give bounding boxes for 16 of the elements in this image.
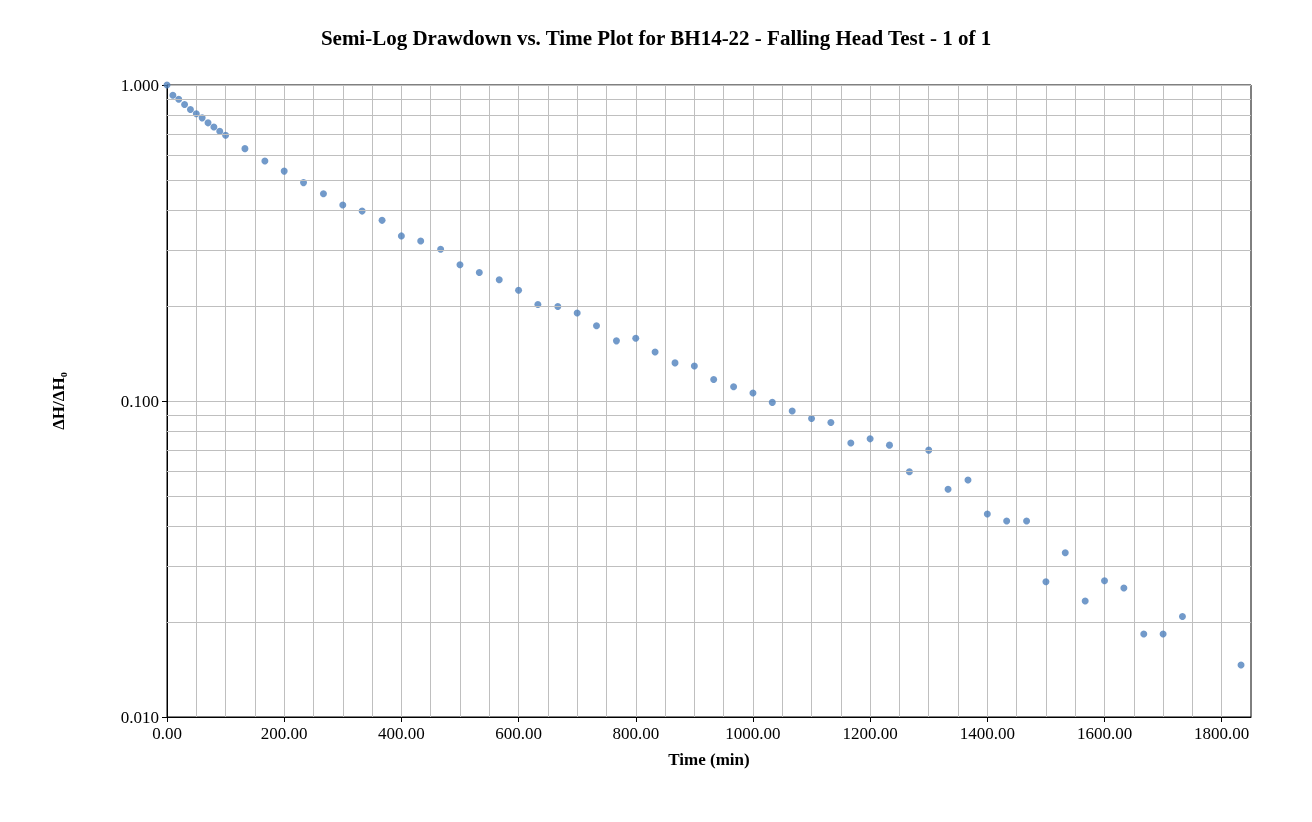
x-tick-label: 1400.00 <box>959 724 1015 743</box>
y-axis-title: ΔH/ΔH₀ <box>49 372 68 430</box>
x-tick-label: 800.00 <box>612 724 660 743</box>
x-tick-label: 1200.00 <box>842 724 898 743</box>
x-axis-title: Time (min) <box>668 750 750 769</box>
x-tick-label: 600.00 <box>495 724 542 743</box>
x-tick-label: 1000.00 <box>725 724 781 743</box>
y-tick-label: 1.000 <box>120 75 159 95</box>
x-tick-label: 200.00 <box>260 724 308 743</box>
x-tick-label: 0.00 <box>152 724 182 743</box>
y-tick-label: 0.100 <box>120 391 159 411</box>
y-tick-label: 0.010 <box>120 707 159 727</box>
x-tick-label: 400.00 <box>378 724 425 743</box>
chart-title: Semi-Log Drawdown vs. Time Plot for BH14-22 - Falling Head Test - 1 of 1 <box>320 25 992 50</box>
x-tick-label: 1800.00 <box>1194 724 1250 743</box>
x-tick-label: 1600.00 <box>1076 724 1133 743</box>
